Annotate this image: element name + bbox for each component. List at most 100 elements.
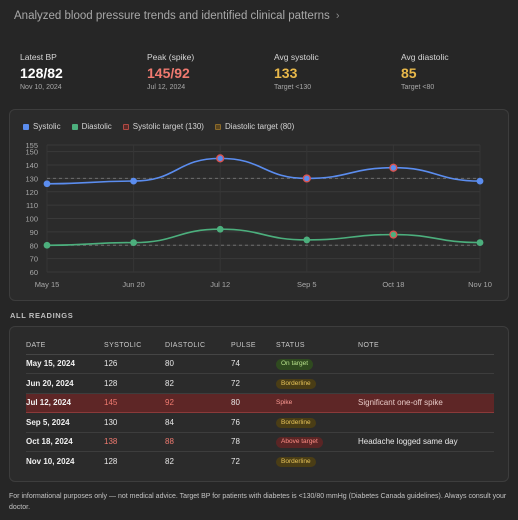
y-tick-label: 60 [30,268,38,277]
data-point [216,154,225,163]
stat-value: 128/82 [20,65,63,81]
table-header-row: DATE SYSTOLIC DIASTOLIC PULSE STATUS NOT… [26,337,494,355]
y-tick-label: 140 [25,161,38,170]
chart-card: 60 70 80 90 100 110 120 130 140 150 155 May 15 Jun 2… [9,109,509,301]
stat-sub: Target <130 [274,84,312,91]
col-header-status: STATUS [276,337,358,355]
x-tick-label: Jun 20 [122,280,145,289]
data-point [43,180,51,188]
cell-note [358,354,494,374]
cell-status: Above target [276,432,358,452]
cell-status: Borderline [276,412,358,433]
status-badge: Above target [276,437,323,448]
cell-date: May 15, 2024 [26,354,104,374]
table-row[interactable]: Nov 10, 2024 128 82 72 Borderline [26,452,494,472]
status-badge: Borderline [276,378,316,389]
readings-section-title: ALL READINGS [10,311,74,320]
data-point [389,230,398,239]
table-row[interactable]: Sep 5, 2024 130 84 76 Borderline [26,412,494,433]
x-tick-label: Sep 5 [297,280,317,289]
cell-diastolic: 82 [165,457,174,466]
y-tick-label: 110 [26,201,38,210]
cell-date: Jul 12, 2024 [26,392,104,413]
cell-status: On target [276,354,358,374]
cell-date: Jun 20, 2024 [26,373,104,394]
stat-latest-bp: Latest BP 128/82 Nov 10, 2024 [20,52,63,91]
stat-label: Avg diastolic [401,52,449,62]
legend-label: Systolic target (130) [132,122,204,131]
stat-sub: Target <80 [401,84,435,91]
status-badge: Spike [276,399,293,406]
y-tick-label: 80 [30,241,38,250]
stat-label: Peak (spike) [147,52,195,62]
cell-pulse: 80 [231,392,276,413]
page-header[interactable]: Analyzed blood pressure trends and ident… [14,8,339,24]
data-point [476,177,484,185]
data-point [303,236,311,244]
legend-item-diastolic[interactable]: Diastolic [71,122,112,131]
cell-date: Nov 10, 2024 [26,457,75,466]
x-tick-label: Jul 12 [210,280,230,289]
cell-note: Significant one-off spike [358,392,494,413]
cell-pulse: 72 [231,457,240,466]
x-tick-label: Oct 18 [382,280,404,289]
cell-diastolic: 88 [165,432,231,452]
col-header-note: NOTE [358,337,494,355]
chart-legend: Systolic Diastolic Systolic target (130)… [23,122,294,131]
data-point [130,177,137,185]
col-header-diastolic: DIASTOLIC [165,337,231,355]
x-tick-label: Nov 10 [468,280,492,289]
cell-systolic: 130 [104,412,165,433]
y-tick-label: 130 [25,174,38,183]
legend-label: Systolic [33,122,61,131]
legend-swatch [214,123,221,130]
y-tick-label: 90 [30,228,38,237]
stat-value: 133 [274,65,298,81]
data-point [302,174,311,183]
col-header-date: DATE [26,337,104,355]
y-tick-label: 100 [25,215,38,224]
cell-note [358,412,494,433]
legend-swatch [23,123,29,130]
status-badge: Borderline [276,417,316,428]
readings-table: DATE SYSTOLIC DIASTOLIC PULSE STATUS NOT… [26,337,494,471]
cell-diastolic: 92 [165,392,231,413]
stat-value: 85 [401,65,417,81]
disclaimer: For informational purposes only — not me… [9,493,507,511]
data-point [389,163,398,172]
cell-diastolic: 82 [165,373,231,394]
cell-systolic: 128 [104,457,118,466]
col-header-systolic: SYSTOLIC [104,337,165,355]
legend-item-systolic[interactable]: Systolic [23,122,61,131]
stat-sub: Jul 12, 2024 [147,84,186,91]
table-row[interactable]: Jul 12, 2024 145 92 80 Spike Significant one-… [26,392,494,413]
cell-systolic: 145 [104,392,165,413]
legend-item-diastolic-target[interactable]: Diastolic target (80) [214,122,294,131]
data-point [130,239,137,246]
cell-status: Spike [276,392,358,413]
data-point [216,225,224,233]
cell-note: Headache logged same day [358,432,494,452]
y-tick-label: 120 [25,188,38,197]
cell-diastolic: 84 [165,412,231,433]
series-line-systolic [46,157,481,185]
stat-peak: Peak (spike) 145/92 Jul 12, 2024 [147,52,194,91]
table-row[interactable]: Jun 20, 2024 128 82 72 Borderline [26,373,494,394]
cell-diastolic: 80 [165,354,231,374]
series-line-diastolic [46,228,481,247]
stat-label: Avg systolic [274,52,319,62]
cell-status: Borderline [276,452,358,472]
y-tick-label: 70 [30,255,38,264]
legend-item-systolic-target[interactable]: Systolic target (130) [122,122,204,131]
cell-pulse: 78 [231,432,276,452]
table-row[interactable]: Oct 18, 2024 138 88 78 Above target Headache … [26,432,494,452]
table-row[interactable]: May 15, 2024 126 80 74 On target [26,354,494,374]
y-tick-label: 155 [25,141,38,150]
readings-card: DATE SYSTOLIC DIASTOLIC PULSE STATUS NOT… [9,326,509,482]
y-tick-label: 150 [25,148,38,157]
summary-stats: Latest BP 128/82 Nov 10, 2024 Peak (spik… [20,52,500,96]
cell-systolic: 138 [104,432,165,452]
data-point [43,241,51,249]
cell-date: Oct 18, 2024 [26,432,104,452]
data-point [476,239,484,246]
